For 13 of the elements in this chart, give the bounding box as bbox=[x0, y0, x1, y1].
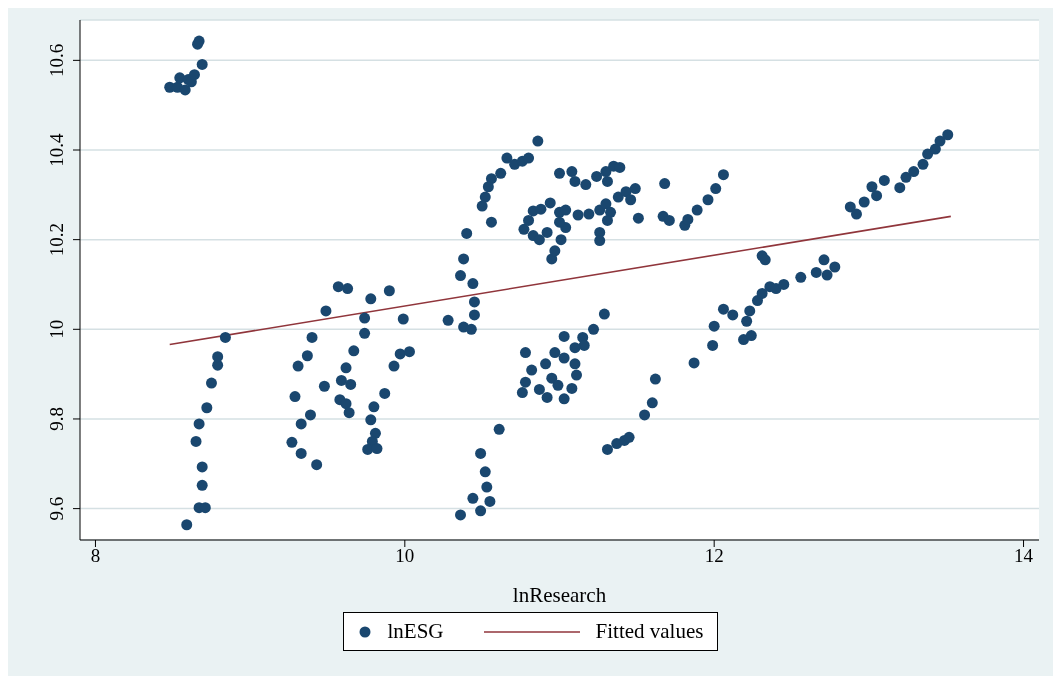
y-tick-label: 10 bbox=[46, 319, 67, 339]
legend-label: lnESG bbox=[387, 619, 444, 644]
x-axis-title: lnResearch bbox=[512, 583, 607, 607]
x-tick-label: 10 bbox=[395, 545, 415, 567]
y-tick-label: 10.4 bbox=[46, 132, 67, 167]
y-tick-label: 9.6 bbox=[46, 496, 67, 521]
x-tick-label: 8 bbox=[90, 545, 101, 567]
y-tick-label: 10.6 bbox=[46, 43, 67, 77]
x-tick-label: 12 bbox=[704, 545, 724, 567]
legend-label: Fitted values bbox=[595, 619, 704, 644]
y-tick-label: 10.2 bbox=[46, 223, 67, 257]
x-tick-label: 14 bbox=[1014, 545, 1034, 567]
y-tick-label: 9.8 bbox=[46, 407, 67, 431]
